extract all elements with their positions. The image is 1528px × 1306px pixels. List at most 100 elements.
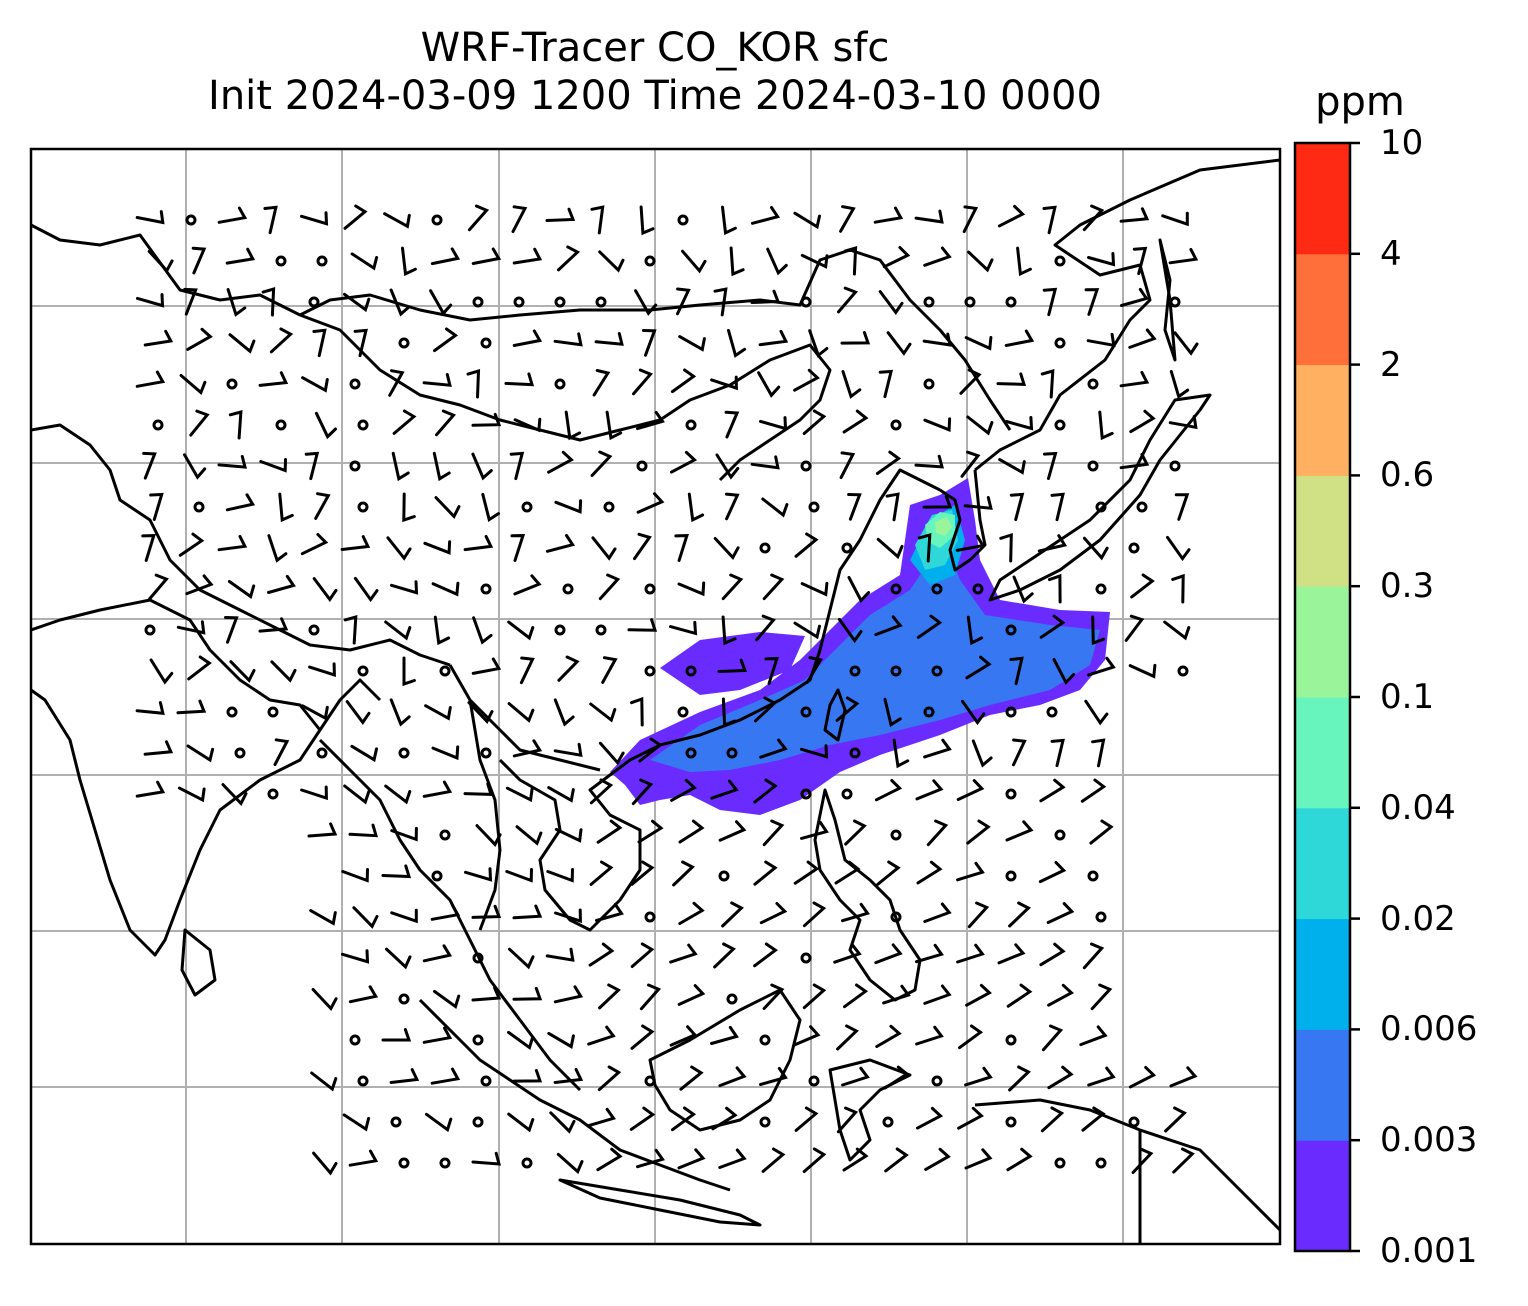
calm-wind-marker bbox=[849, 665, 861, 677]
wind-barb bbox=[505, 786, 534, 803]
calm-wind-marker bbox=[357, 501, 369, 513]
wind-barb bbox=[1163, 620, 1191, 641]
wind-barb bbox=[878, 290, 904, 315]
wind-barb bbox=[402, 656, 416, 687]
wind-barb bbox=[389, 288, 411, 317]
calm-wind-marker bbox=[726, 993, 738, 1005]
wind-barb bbox=[143, 740, 174, 756]
wind-barb bbox=[729, 246, 745, 277]
wind-barb bbox=[512, 247, 543, 265]
wind-barb bbox=[467, 701, 494, 724]
wind-barb bbox=[596, 1147, 623, 1172]
wind-barb bbox=[997, 943, 1026, 965]
colorbar-band bbox=[1295, 918, 1350, 1030]
wind-barb bbox=[727, 329, 747, 358]
calm-wind-marker bbox=[357, 419, 369, 431]
colorbar-tick-label: 0.6 bbox=[1380, 455, 1435, 496]
wind-barb bbox=[759, 738, 788, 759]
wind-barb bbox=[267, 534, 288, 563]
wind-barb bbox=[957, 1106, 984, 1130]
calm-wind-marker bbox=[1046, 706, 1058, 718]
wind-barb bbox=[176, 620, 206, 635]
wind-barb bbox=[433, 989, 461, 1010]
calm-wind-marker bbox=[931, 583, 943, 595]
wind-barb bbox=[916, 1106, 944, 1130]
coast-india bbox=[31, 598, 322, 957]
wind-barb bbox=[839, 205, 856, 233]
wind-barb bbox=[1009, 656, 1024, 686]
wind-barb bbox=[676, 287, 691, 316]
wind-barb bbox=[352, 906, 379, 929]
colorbar-frame bbox=[1293, 141, 1352, 1253]
wind-barb bbox=[677, 1148, 706, 1170]
wind-barb bbox=[589, 702, 617, 723]
calm-wind-marker bbox=[349, 460, 361, 472]
wind-barb bbox=[149, 492, 164, 521]
wind-barb bbox=[669, 943, 698, 964]
wind-barb bbox=[186, 327, 213, 351]
wind-barb bbox=[847, 576, 871, 604]
wind-barb bbox=[545, 534, 576, 553]
calm-wind-marker bbox=[1054, 829, 1066, 841]
colorbar-band bbox=[1295, 143, 1350, 255]
calm-wind-marker bbox=[800, 460, 812, 472]
wind-barb bbox=[672, 860, 695, 887]
calm-wind-marker bbox=[1087, 870, 1099, 882]
wind-barb bbox=[217, 535, 248, 552]
wind-barb bbox=[1081, 1106, 1106, 1132]
wind-barb bbox=[432, 451, 451, 482]
wind-barb bbox=[431, 581, 460, 597]
wind-barb bbox=[1042, 287, 1058, 317]
wind-barb bbox=[630, 942, 655, 968]
wind-barb bbox=[390, 826, 418, 842]
wind-barb bbox=[422, 780, 453, 798]
wind-barb bbox=[794, 1106, 819, 1132]
wind-barb bbox=[886, 331, 912, 356]
wind-barb bbox=[511, 205, 528, 234]
wind-barb bbox=[914, 209, 944, 224]
wind-barb bbox=[178, 532, 205, 557]
wind-barb bbox=[142, 451, 157, 480]
wind-barb bbox=[342, 1113, 371, 1132]
wind-barb bbox=[1129, 409, 1156, 434]
wind-barb bbox=[471, 986, 502, 1002]
colorbar-band bbox=[1295, 1029, 1350, 1141]
coast-taiwan bbox=[823, 688, 847, 742]
calm-wind-marker bbox=[152, 419, 164, 431]
wind-barb bbox=[307, 822, 338, 838]
wind-barb bbox=[1008, 1065, 1031, 1092]
wind-barb bbox=[637, 819, 664, 844]
wind-barb bbox=[471, 904, 502, 919]
wind-barb bbox=[1168, 415, 1198, 430]
wind-barb bbox=[149, 658, 174, 685]
wind-barb bbox=[392, 409, 417, 435]
wind-barb bbox=[966, 615, 984, 646]
calm-wind-marker bbox=[923, 378, 935, 390]
wind-barb bbox=[793, 860, 820, 885]
calm-wind-marker bbox=[644, 583, 656, 595]
wind-barb bbox=[381, 864, 412, 879]
wind-barb bbox=[837, 617, 863, 644]
wind-barb bbox=[592, 369, 611, 397]
wind-barb bbox=[343, 204, 368, 230]
wind-barb bbox=[808, 329, 829, 358]
calm-wind-marker bbox=[439, 1157, 451, 1169]
wind-barb bbox=[966, 415, 994, 436]
wind-barb bbox=[388, 369, 405, 397]
wind-barb bbox=[186, 744, 215, 763]
wind-barb bbox=[961, 699, 986, 726]
wind-barb bbox=[547, 1031, 575, 1049]
wind-barb bbox=[546, 868, 574, 883]
wind-barb bbox=[630, 1024, 655, 1050]
wind-barb bbox=[759, 416, 788, 431]
wind-barb bbox=[670, 450, 698, 474]
calm-wind-marker bbox=[1054, 1157, 1066, 1169]
wind-barb bbox=[424, 704, 452, 721]
colorbar-tick-label: 2 bbox=[1380, 344, 1402, 385]
wind-barb bbox=[1050, 492, 1065, 522]
calm-wind-marker bbox=[472, 952, 484, 964]
wind-barb bbox=[384, 620, 412, 641]
wind-barb bbox=[1130, 573, 1155, 599]
wind-barb bbox=[914, 454, 944, 469]
wind-barb bbox=[764, 657, 779, 685]
